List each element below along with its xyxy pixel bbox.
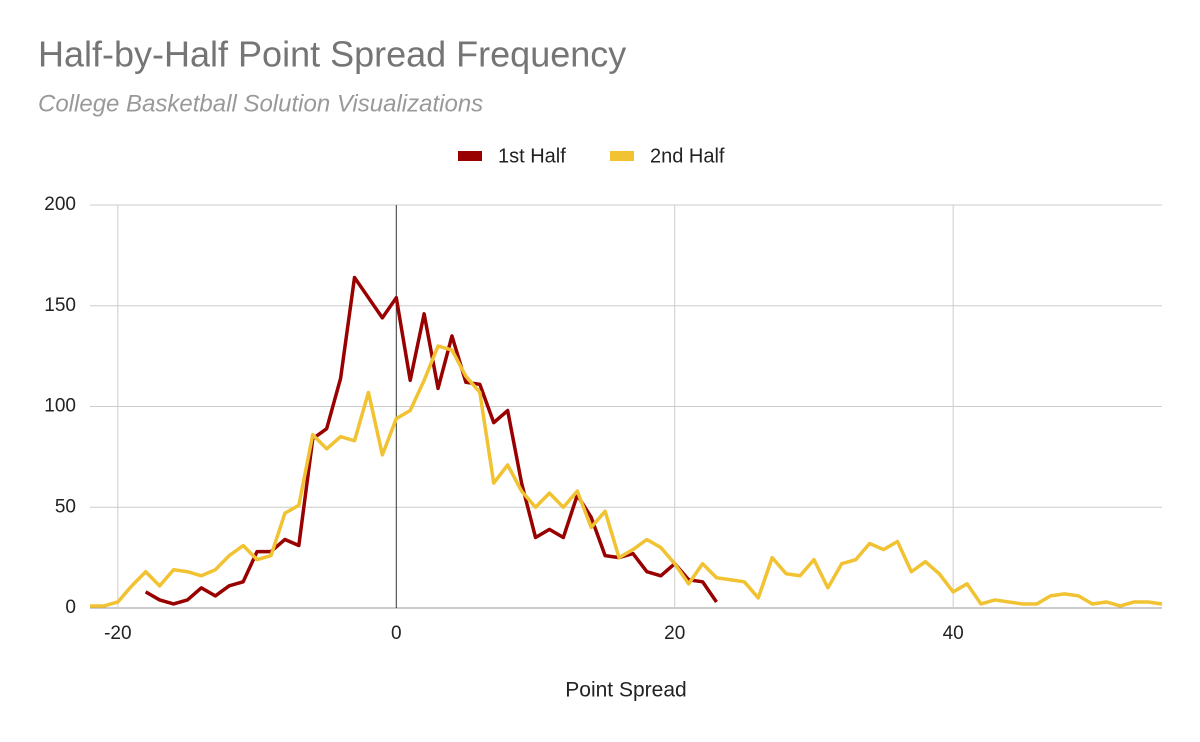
chart-title: Half-by-Half Point Spread Frequency (38, 34, 626, 75)
y-tick-label: 200 (44, 194, 76, 215)
x-tick-label: 20 (664, 623, 685, 644)
y-tick-label: 150 (44, 295, 76, 316)
y-tick-label: 100 (44, 396, 76, 417)
legend-swatch (610, 151, 634, 161)
x-tick-label: -20 (104, 623, 131, 644)
y-tick-label: 50 (55, 496, 76, 517)
x-tick-label: 40 (943, 623, 964, 644)
legend-label: 1st Half (498, 145, 566, 167)
legend-label: 2nd Half (650, 145, 725, 167)
chart-subtitle: College Basketball Solution Visualizatio… (38, 90, 483, 117)
legend-swatch (458, 151, 482, 161)
x-tick-label: 0 (391, 623, 402, 644)
series-line (90, 344, 1163, 608)
x-axis-title: Point Spread (565, 679, 686, 702)
y-tick-label: 0 (65, 597, 76, 618)
